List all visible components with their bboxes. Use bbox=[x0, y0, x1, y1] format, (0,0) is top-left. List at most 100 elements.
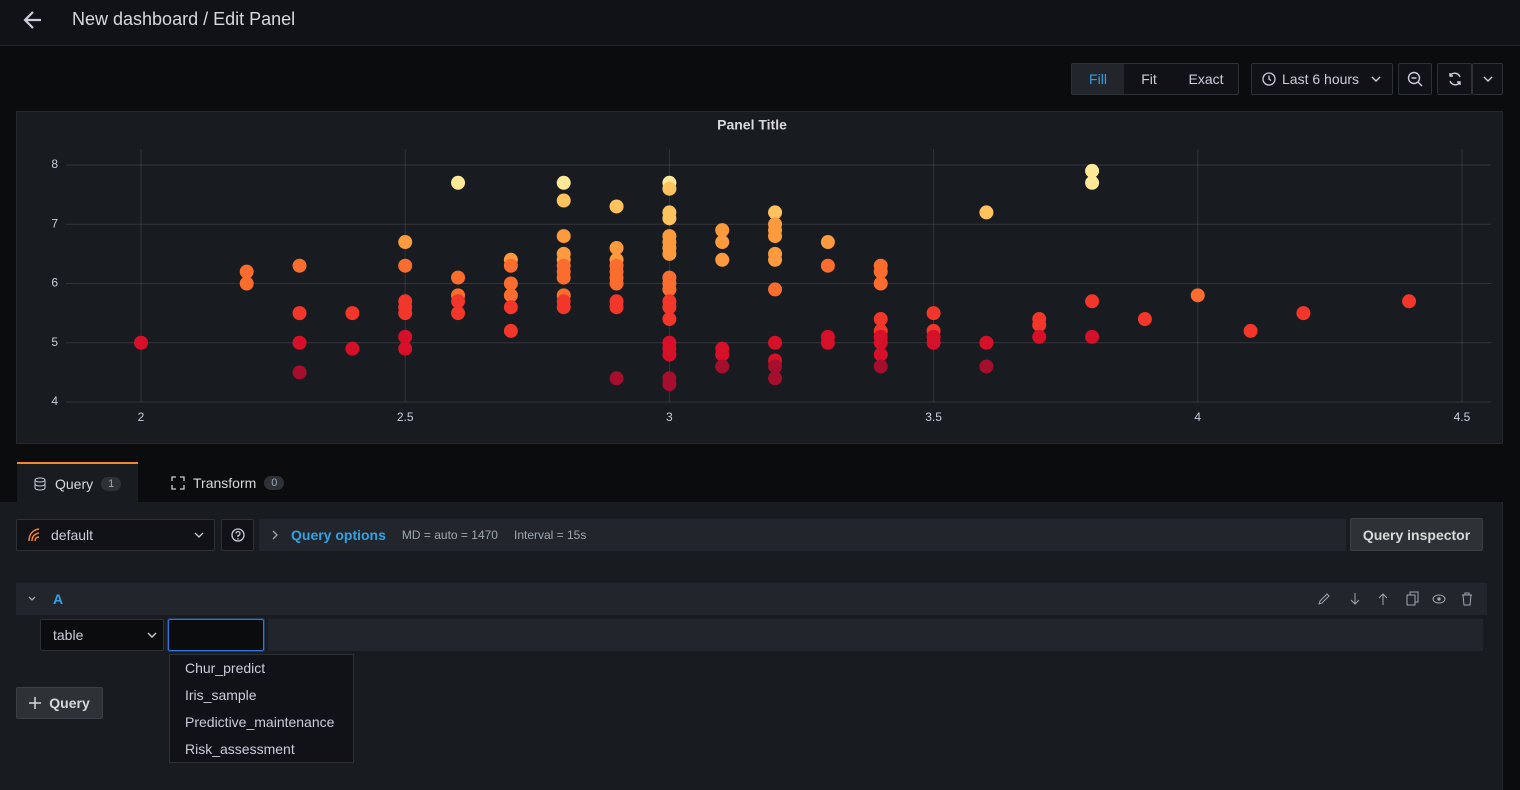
scatter-point bbox=[926, 306, 941, 321]
dropdown-item[interactable]: Chur_predict bbox=[185, 660, 266, 676]
scatter-point bbox=[503, 323, 518, 338]
scatter-point bbox=[1085, 329, 1100, 344]
scatter-point bbox=[398, 258, 413, 273]
scatter-point bbox=[609, 300, 624, 315]
scatter-point bbox=[873, 264, 888, 279]
plus-icon bbox=[29, 697, 42, 709]
scatter-point bbox=[239, 264, 254, 279]
tab-label: Transform bbox=[193, 474, 257, 491]
scatter-point bbox=[820, 258, 835, 273]
scatter-point bbox=[715, 347, 730, 362]
help-button[interactable] bbox=[221, 519, 254, 551]
y-tick-label: 4 bbox=[51, 394, 58, 408]
add-query-label: Query bbox=[49, 695, 90, 711]
dropdown-item[interactable]: Risk_assessment bbox=[185, 741, 295, 757]
x-tick-label: 3.5 bbox=[925, 410, 942, 424]
y-tick-label: 6 bbox=[51, 276, 58, 290]
scatter-point bbox=[768, 205, 783, 220]
datasource-picker[interactable]: default bbox=[16, 519, 215, 551]
scatter-point bbox=[662, 211, 677, 226]
row-actions[interactable] bbox=[1316, 591, 1476, 607]
scatter-point bbox=[873, 276, 888, 291]
scatter-point bbox=[662, 300, 677, 315]
scatter-point bbox=[556, 193, 571, 208]
clock-icon bbox=[1262, 72, 1276, 86]
help-icon bbox=[230, 528, 245, 542]
scatter-point bbox=[1032, 317, 1047, 332]
transform-icon bbox=[171, 475, 185, 490]
tab-count: 0 bbox=[264, 475, 285, 490]
y-tick-label: 5 bbox=[51, 335, 58, 349]
mode-button[interactable]: Fit bbox=[1141, 71, 1157, 87]
query-field[interactable] bbox=[268, 619, 1483, 651]
back-button[interactable] bbox=[22, 9, 44, 31]
scatter-point bbox=[662, 181, 677, 196]
mode-button[interactable]: Fill bbox=[1072, 64, 1124, 94]
refresh-button[interactable] bbox=[1437, 63, 1472, 95]
chevron bbox=[272, 530, 278, 540]
scatter-point bbox=[292, 306, 307, 321]
datasource-name: default bbox=[51, 527, 94, 543]
scatter-point bbox=[715, 235, 730, 250]
scatter-point bbox=[609, 240, 624, 255]
format-select[interactable]: table bbox=[40, 619, 164, 651]
scatter-point bbox=[503, 288, 518, 303]
scatter-point bbox=[503, 258, 518, 273]
scatter-point bbox=[556, 229, 571, 244]
query-ref-id: A bbox=[53, 591, 64, 607]
query-options-bar[interactable]: Query options MD = auto = 1470 Interval … bbox=[259, 519, 1346, 551]
zoom-icon bbox=[1407, 71, 1423, 87]
scatter-point bbox=[768, 359, 783, 374]
scatter-point bbox=[715, 359, 730, 374]
query-inspector-button[interactable]: Query inspector bbox=[1350, 518, 1483, 551]
time-range: Last 6 hours bbox=[1282, 71, 1360, 87]
scatter-point bbox=[345, 341, 360, 356]
mode-button[interactable]: Exact bbox=[1188, 71, 1224, 87]
scatter-point bbox=[820, 235, 835, 250]
chevron bbox=[1371, 76, 1381, 82]
add-query-button[interactable]: Query bbox=[16, 687, 103, 719]
collapse-icon[interactable] bbox=[28, 595, 36, 603]
scatter-point bbox=[398, 235, 413, 250]
query-tab[interactable]: Query 1 bbox=[17, 462, 138, 503]
table-input[interactable] bbox=[168, 619, 264, 651]
scatter-point bbox=[979, 205, 994, 220]
header: New dashboard / Edit Panel bbox=[0, 0, 1520, 46]
scatter-point bbox=[662, 377, 677, 392]
refresh-interval-button[interactable] bbox=[1472, 63, 1503, 95]
scatter-point bbox=[820, 335, 835, 350]
interval: Interval = 15s bbox=[513, 528, 587, 542]
scatter-point bbox=[556, 300, 571, 315]
scatter-point bbox=[662, 312, 677, 327]
scatter-point bbox=[768, 252, 783, 267]
x-tick-label: 2.5 bbox=[397, 410, 414, 424]
dropdown-item[interactable]: Iris_sample bbox=[185, 687, 257, 703]
scatter-point bbox=[451, 306, 466, 321]
scatter-point bbox=[1243, 323, 1258, 338]
scatter-point bbox=[715, 223, 730, 238]
scatter-point bbox=[556, 270, 571, 285]
dropdown-item[interactable]: Predictive_maintenance bbox=[185, 714, 335, 730]
zoom-out-button[interactable] bbox=[1398, 63, 1432, 95]
tab-count: 1 bbox=[101, 476, 122, 491]
scatter-point bbox=[979, 359, 994, 374]
chart-title: Panel Title bbox=[717, 117, 787, 133]
x-tick-label: 4 bbox=[1194, 410, 1201, 424]
max-data-points: MD = auto = 1470 bbox=[401, 528, 498, 542]
scatter-point bbox=[292, 365, 307, 380]
scatter-point bbox=[768, 282, 783, 297]
scatter-point bbox=[1085, 175, 1100, 190]
scatter-point bbox=[1032, 329, 1047, 344]
scatter-point bbox=[609, 371, 624, 386]
format-value: table bbox=[53, 627, 84, 643]
scatter-point bbox=[609, 276, 624, 291]
time-picker[interactable]: Last 6 hours bbox=[1251, 63, 1393, 95]
scatter-point bbox=[398, 306, 413, 321]
scatter-point bbox=[662, 347, 677, 362]
scatter-point bbox=[1085, 294, 1100, 309]
chevron bbox=[147, 632, 157, 638]
x-tick-label: 3 bbox=[666, 410, 673, 424]
transform-tab[interactable]: Transform 0 bbox=[155, 462, 305, 503]
scatter-point bbox=[768, 335, 783, 350]
